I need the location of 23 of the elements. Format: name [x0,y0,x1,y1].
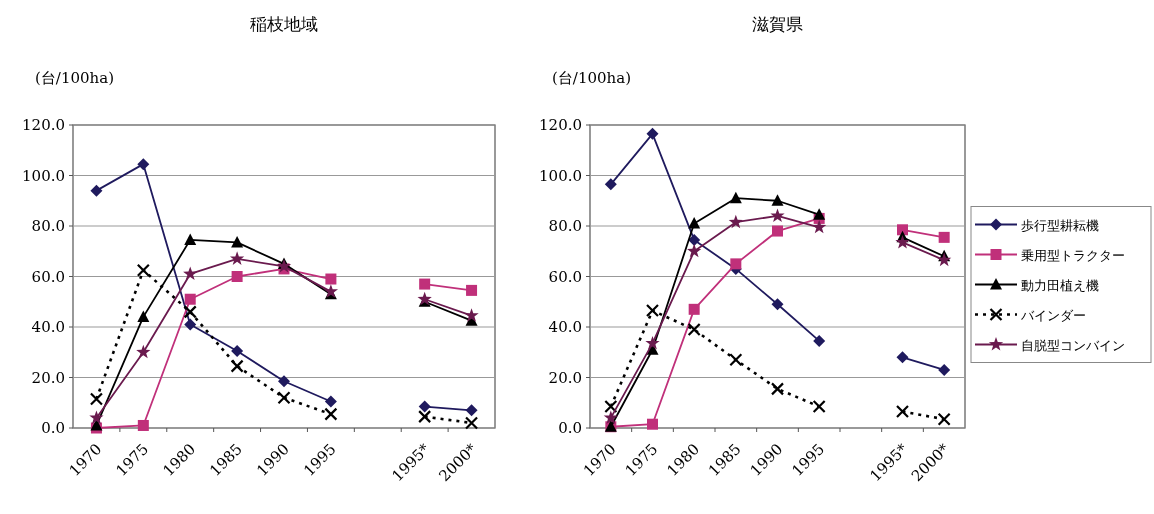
y-tick-label: 20.0 [31,368,65,387]
y-tick-label: 20.0 [548,368,582,387]
y-tick-label: 120.0 [539,116,582,134]
y-tick-label: 60.0 [31,267,65,286]
legend-label: バインダー [1020,307,1086,323]
legend-label: 乗用型トラクター [1021,247,1125,263]
legend-label: 自脱型コンバイン [1021,337,1125,353]
legend-label: 動力田植え機 [1021,277,1099,293]
y-axis-title: (台/100ha) [552,69,631,87]
y-tick-label: 100.0 [22,166,65,185]
y-tick-label: 80.0 [548,217,582,235]
y-axis-title: (台/100ha) [35,69,114,87]
legend-label: 歩行型耕耘機 [1021,217,1099,233]
y-tick-label: 60.0 [548,267,582,286]
y-tick-label: 0.0 [558,419,582,437]
chart-title: 滋賀県 [752,14,803,34]
y-tick-label: 80.0 [31,217,65,235]
y-tick-label: 120.0 [22,116,65,134]
y-tick-label: 40.0 [548,318,582,336]
y-tick-label: 100.0 [539,166,582,185]
y-tick-label: 0.0 [41,419,65,437]
y-tick-label: 40.0 [31,318,65,336]
chart-title: 稲枝地域 [250,14,318,34]
